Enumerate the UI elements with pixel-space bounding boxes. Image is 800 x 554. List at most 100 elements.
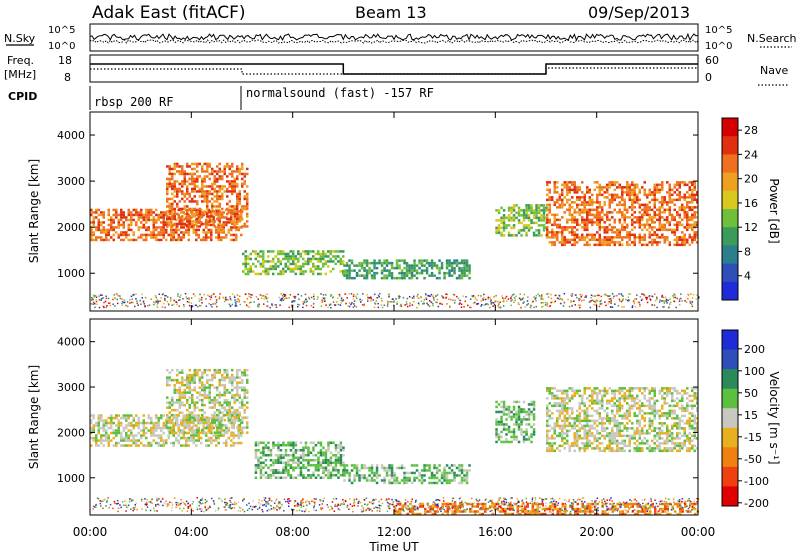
heatmap-cell [186, 205, 189, 208]
heatmap-cell [342, 260, 345, 263]
heatmap-speckle [402, 296, 405, 299]
heatmap-cell [102, 216, 105, 219]
heatmap-cell [648, 218, 651, 222]
heatmap-cell [520, 420, 523, 424]
heatmap-speckle [352, 295, 355, 298]
heatmap-cell [400, 479, 404, 482]
heatmap-cell [135, 421, 138, 425]
heatmap-cell [405, 264, 409, 267]
heatmap-cell [383, 476, 386, 480]
heatmap-cell [223, 190, 226, 193]
heatmap-cell [546, 424, 549, 428]
heatmap-cell [616, 228, 619, 232]
heatmap-cell [586, 191, 589, 194]
heatmap-cell [160, 444, 163, 447]
heatmap-cell [292, 456, 295, 459]
heatmap-cell [520, 408, 523, 411]
heatmap-cell [661, 236, 664, 239]
heatmap-cell [668, 201, 671, 204]
heatmap-cell [232, 434, 235, 437]
heatmap-cell [262, 474, 265, 477]
heatmap-cell [241, 426, 244, 429]
heatmap-cell [455, 276, 459, 280]
heatmap-cell [440, 476, 444, 480]
heatmap-cell [221, 207, 224, 211]
heatmap-cell [223, 383, 226, 387]
heatmap-speckle [117, 302, 119, 305]
heatmap-cell [656, 208, 659, 212]
heatmap-cell [616, 186, 619, 189]
heatmap-cell [277, 454, 280, 457]
heatmap-cell [566, 228, 569, 232]
heatmap-cell [107, 416, 110, 420]
heatmap-cell [238, 195, 241, 198]
heatmap-cell [110, 221, 113, 224]
heatmap-cell [337, 459, 340, 462]
heatmap-speckle [535, 297, 537, 299]
heatmap-cell [302, 451, 305, 454]
heatmap-cell [162, 424, 165, 427]
heatmap-cell [696, 216, 699, 219]
heatmap-cell [623, 213, 626, 217]
heatmap-speckle [92, 303, 94, 305]
heatmap-cell [102, 424, 105, 427]
heatmap-cell [132, 439, 135, 442]
heatmap-cell [527, 413, 531, 416]
heatmap-cell [653, 221, 656, 224]
heatmap-cell [304, 262, 307, 266]
heatmap-cell [292, 466, 295, 469]
heatmap-cell [598, 201, 601, 204]
heatmap-cell [410, 274, 414, 277]
heatmap-cell [231, 210, 234, 213]
heatmap-speckle [92, 298, 94, 300]
heatmap-cell [201, 170, 204, 173]
heatmap-speckle [514, 299, 516, 302]
heatmap-speckle [413, 295, 415, 298]
heatmap-cell [380, 269, 384, 272]
heatmap-cell [201, 165, 204, 168]
heatmap-cell [686, 203, 689, 207]
heatmap-cell [142, 216, 145, 219]
heatmap-cell [651, 228, 654, 232]
heatmap-cell [160, 221, 163, 224]
heatmap-speckle [547, 296, 550, 298]
heatmap-speckle [617, 305, 620, 307]
heatmap-cell [561, 236, 564, 239]
heatmap-cell [512, 204, 516, 207]
heatmap-speckle [621, 306, 623, 308]
heatmap-cell [180, 231, 183, 234]
heatmap-speckle [351, 302, 353, 304]
heatmap-cell [643, 213, 646, 217]
heatmap-speckle [95, 300, 98, 303]
heatmap-cell [324, 260, 327, 263]
heatmap-speckle [121, 298, 123, 300]
heatmap-cell [155, 441, 158, 445]
heatmap-speckle [201, 296, 203, 299]
heatmap-cell [90, 414, 93, 417]
heatmap-speckle [400, 305, 403, 307]
heatmap-cell [505, 408, 508, 411]
heatmap-cell [218, 220, 221, 223]
heatmap-cell [259, 469, 263, 472]
heatmap-speckle [284, 294, 286, 296]
heatmap-cell [201, 418, 204, 422]
heatmap-cell [272, 474, 275, 477]
heatmap-cell [591, 223, 594, 227]
heatmap-cell [181, 371, 184, 374]
heatmap-cell [571, 233, 574, 237]
heatmap-cell [324, 454, 328, 457]
heatmap-cell [90, 208, 93, 212]
heatmap-speckle [610, 306, 612, 308]
heatmap-cell [537, 204, 541, 207]
heatmap-speckle [166, 300, 168, 303]
heatmap-cell [643, 243, 646, 247]
heatmap-cell [343, 269, 346, 272]
heatmap-cell [450, 266, 454, 270]
heatmap-cell [181, 215, 184, 218]
heatmap-cell [165, 231, 168, 234]
heatmap-speckle [98, 306, 101, 309]
heatmap-speckle [434, 295, 437, 297]
heatmap-cell [314, 267, 317, 271]
heatmap-cell [327, 255, 330, 258]
heatmap-speckle [308, 298, 311, 300]
